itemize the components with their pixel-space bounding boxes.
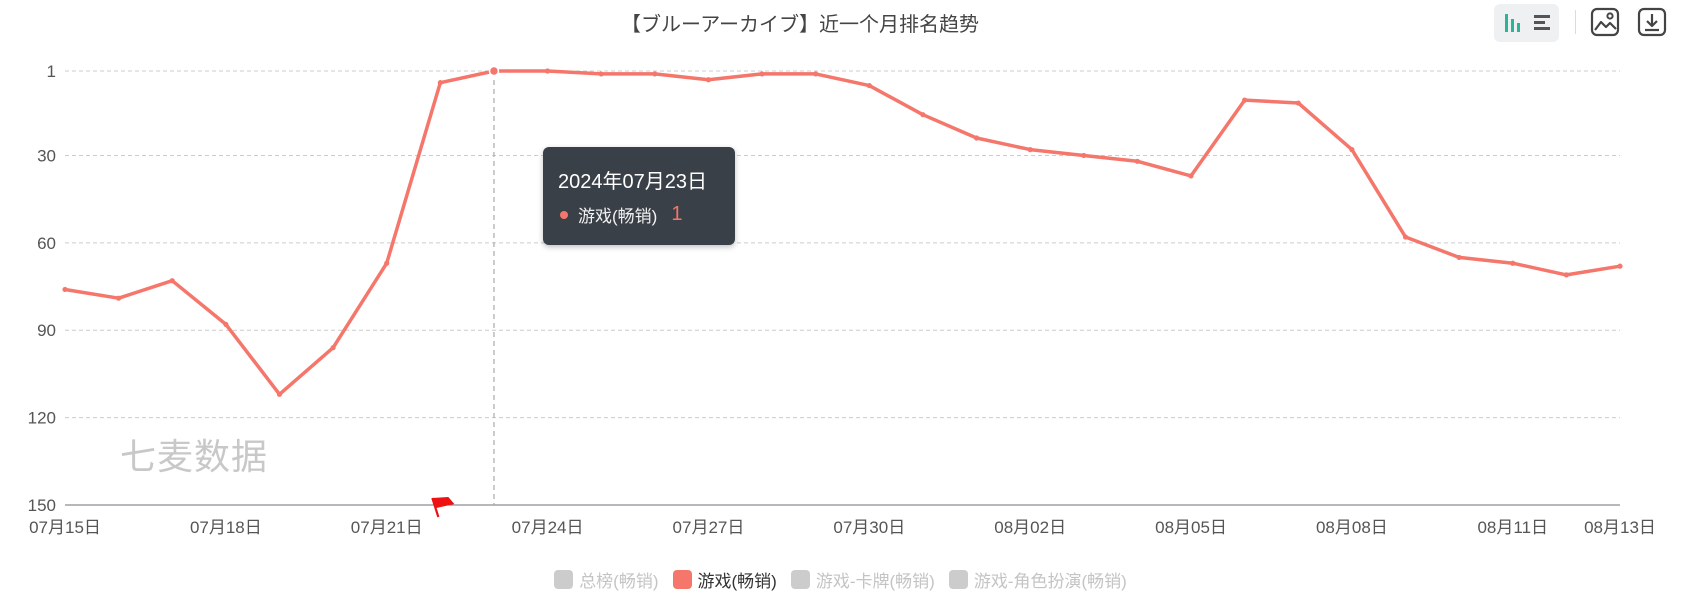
y-tick-label: 120 (28, 409, 56, 428)
data-point (1349, 147, 1355, 153)
legend-item-game[interactable]: 游戏(畅销) (672, 567, 777, 592)
data-point (1402, 234, 1409, 240)
bar-list-icon[interactable] (1527, 7, 1559, 39)
x-tick-label: 07月18日 (190, 518, 262, 537)
data-point (544, 68, 551, 74)
grid-lines (65, 70, 1620, 419)
x-tick-label: 07月15日 (29, 518, 101, 537)
save-image-icon[interactable] (1589, 6, 1621, 38)
legend-label: 游戏-角色扮演(畅销) (973, 572, 1127, 591)
toolbar-divider (1575, 10, 1576, 34)
data-point (1295, 100, 1301, 106)
axes: 1 30 60 90 120 150 07月15日 07月18日 07月21日 07月24日 07月… (28, 62, 1656, 537)
x-tick-label: 07月24日 (512, 518, 584, 537)
x-tick-label: 07月27日 (673, 518, 745, 537)
data-point (169, 278, 175, 284)
data-point (813, 71, 819, 77)
data-point (598, 71, 604, 77)
data-point (1617, 263, 1623, 269)
data-point (1134, 158, 1141, 164)
tooltip-date: 2024年07月23日 (558, 171, 707, 193)
legend-item-game-rpg[interactable]: 游戏-角色扮演(畅销) (948, 567, 1127, 592)
data-point (1027, 147, 1033, 153)
legend-label: 总榜(畅销) (579, 572, 659, 591)
y-tick-label: 60 (37, 234, 56, 253)
x-tick-label: 08月05日 (1155, 518, 1227, 537)
view-toggle (1494, 4, 1559, 42)
series-layer (62, 65, 1623, 397)
chart-title: 【ブルーアーカイブ】近一个月排名趋势 (621, 14, 979, 36)
y-tick-label: 90 (37, 321, 56, 340)
data-point (437, 80, 443, 86)
data-point (1188, 173, 1194, 179)
data-point (62, 286, 68, 293)
data-point (1456, 254, 1462, 261)
tooltip-series-dot (560, 210, 568, 219)
tooltip-series-name: 游戏(畅销) (578, 207, 658, 226)
legend-swatch (790, 570, 810, 589)
legend-item-game-card[interactable]: 游戏-卡牌(畅销) (790, 567, 935, 592)
legend-label: 游戏-卡牌(畅销) (815, 572, 935, 591)
tooltip-value: 1 (671, 203, 683, 225)
y-tick-label: 30 (37, 146, 56, 165)
x-tick-label: 08月11日 (1477, 518, 1548, 537)
legend-item-overall[interactable]: 总榜(畅销) (554, 567, 659, 592)
data-point (223, 321, 229, 328)
x-tick-label: 08月08日 (1316, 518, 1388, 537)
watermark: 七麦数据 (120, 436, 269, 477)
data-point (1242, 97, 1248, 103)
data-point (384, 260, 390, 266)
legend-label: 游戏(畅销) (697, 572, 777, 591)
data-point (866, 82, 872, 89)
data-point (920, 112, 926, 118)
y-tick-label: 150 (28, 496, 56, 515)
flag-pole (431, 497, 440, 518)
highlighted-point (488, 65, 500, 77)
data-point (1081, 152, 1087, 159)
data-point (1563, 272, 1569, 278)
legend-swatch (948, 570, 968, 589)
tooltip-row: 游戏(畅销) 1 (560, 202, 682, 227)
data-point (276, 391, 283, 397)
series-line (63, 69, 1622, 397)
column-chart-icon[interactable] (1498, 7, 1530, 39)
x-tick-label: 08月13日 (1584, 518, 1656, 537)
tooltip: 2024年07月23日 游戏(畅销) 1 (543, 147, 735, 245)
data-point (652, 71, 658, 77)
data-point (330, 345, 336, 351)
x-tick-label: 07月21日 (351, 518, 423, 537)
legend: 总榜(畅销) 游戏(畅销) 游戏-卡牌(畅销) 游戏-角色扮演(畅销) (0, 567, 1681, 592)
x-tick-label: 08月02日 (994, 518, 1066, 537)
download-icon[interactable] (1636, 6, 1668, 38)
legend-swatch (554, 570, 574, 589)
x-tick-label: 07月30日 (833, 518, 905, 537)
data-point (759, 71, 765, 77)
flag-marker (431, 497, 455, 518)
flag-icon (432, 497, 455, 508)
line-chart: 1 30 60 90 120 150 07月15日 07月18日 07月21日 07月24日 07月… (28, 62, 1656, 537)
data-point (116, 295, 122, 301)
legend-swatch (672, 570, 692, 589)
data-point (705, 77, 712, 83)
data-point (1510, 260, 1516, 266)
data-point (973, 135, 980, 141)
y-tick-label: 1 (47, 62, 56, 81)
